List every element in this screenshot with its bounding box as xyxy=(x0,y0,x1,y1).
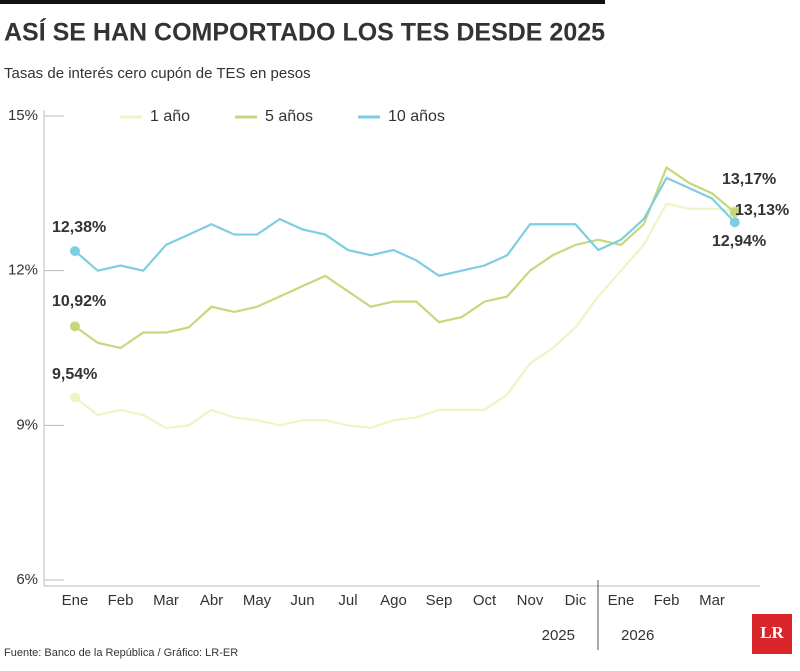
y-tick-label: 6% xyxy=(16,571,38,588)
chart-subtitle: Tasas de interés cero cupón de TES en pe… xyxy=(4,65,311,82)
legend-label: 10 años xyxy=(388,108,445,125)
y-tick-label: 15% xyxy=(8,107,38,124)
x-tick-label: Sep xyxy=(426,592,453,609)
x-tick-label: Nov xyxy=(517,592,544,609)
series-line xyxy=(74,202,735,430)
end-dot xyxy=(70,392,80,403)
top-bar xyxy=(0,0,605,4)
x-tick-label: Mar xyxy=(699,592,725,609)
series-line xyxy=(74,176,736,278)
value-label: 9,54% xyxy=(52,366,97,383)
end-dot xyxy=(729,207,740,218)
logo-text: LR xyxy=(760,623,784,642)
value-label: 12,94% xyxy=(712,233,766,250)
end-dot xyxy=(729,217,740,228)
chart-title: ASÍ SE HAN COMPORTADO LOS TES DESDE 2025 xyxy=(4,18,605,47)
end-dot xyxy=(70,321,80,332)
x-tick-label: Oct xyxy=(473,592,497,609)
value-label: 13,17% xyxy=(722,171,776,188)
x-tick-label: Ago xyxy=(380,592,407,609)
year-label: 2025 xyxy=(542,627,575,644)
x-tick-label: May xyxy=(243,592,272,609)
x-tick-label: Feb xyxy=(108,592,134,609)
end-dot xyxy=(70,246,80,257)
x-tick-label: Jun xyxy=(290,592,314,609)
x-tick-label: Dic xyxy=(565,592,587,609)
x-tick-label: Feb xyxy=(654,592,680,609)
y-tick-label: 9% xyxy=(16,416,38,433)
value-label: 10,92% xyxy=(52,293,106,310)
logo xyxy=(752,614,792,654)
series-line xyxy=(74,165,736,350)
x-tick-label: Ene xyxy=(608,592,635,609)
x-tick-label: Abr xyxy=(200,592,223,609)
x-tick-label: Jul xyxy=(338,592,357,609)
value-label: 12,38% xyxy=(52,219,106,236)
y-tick-label: 12% xyxy=(8,262,38,279)
legend-label: 5 años xyxy=(265,108,313,125)
value-label: 13,13% xyxy=(735,202,789,219)
x-tick-label: Ene xyxy=(62,592,89,609)
source: Fuente: Banco de la República / Gráfico:… xyxy=(4,647,238,659)
legend-label: 1 año xyxy=(150,108,190,125)
year-label: 2026 xyxy=(621,627,654,644)
x-tick-label: Mar xyxy=(153,592,179,609)
